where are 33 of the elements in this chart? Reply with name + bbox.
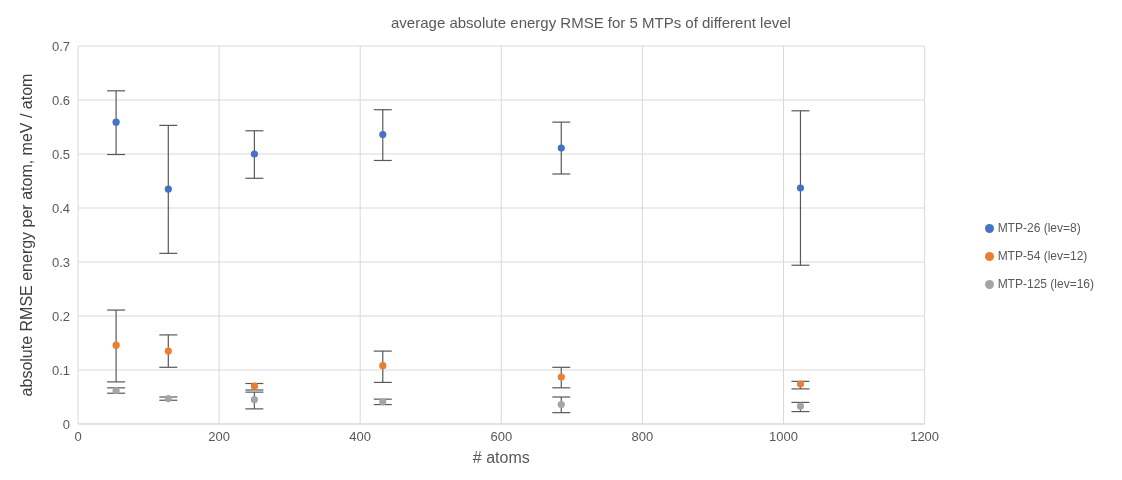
- y-tick-label: 0.7: [51, 38, 70, 54]
- y-tick-label: 0.6: [51, 92, 70, 108]
- point: [557, 400, 565, 409]
- x-axis-title: # atoms: [472, 449, 530, 467]
- point: [112, 341, 120, 349]
- y-tick-label: 0: [62, 416, 70, 432]
- legend-label: MTP-26 (lev=8): [997, 221, 1081, 235]
- x-tick-label: 1200: [910, 429, 940, 445]
- point: [250, 396, 258, 404]
- legend-label: MTP-54 (lev=12): [997, 249, 1088, 263]
- point: [557, 144, 565, 152]
- point: [796, 184, 805, 192]
- y-tick-label: 0.1: [51, 362, 70, 378]
- x-tick-label: 0: [74, 429, 82, 445]
- chart-title: average absolute energy RMSE for 5 MTPs of different level: [390, 13, 792, 33]
- y-tick-label: 0.5: [51, 146, 70, 162]
- y-axis-title: absolute RMSE energy per atom, meV / atom: [17, 73, 35, 397]
- x-tick-label: 200: [208, 429, 230, 445]
- point: [250, 150, 258, 158]
- point: [164, 185, 172, 193]
- x-tick-label: 400: [349, 429, 372, 445]
- point: [379, 362, 387, 370]
- point: [164, 347, 172, 355]
- legend-label: MTP-125 (lev=16): [997, 277, 1094, 291]
- y-tick-label: 0.3: [51, 254, 70, 270]
- point: [557, 373, 565, 381]
- y-tick-label: 0.4: [51, 200, 70, 216]
- point: [379, 130, 387, 139]
- x-tick-label: 800: [631, 429, 654, 445]
- x-tick-label: 600: [490, 429, 513, 445]
- y-tick-label: 0.2: [51, 308, 70, 324]
- point: [112, 118, 120, 126]
- x-tick-label: 1000: [769, 429, 798, 445]
